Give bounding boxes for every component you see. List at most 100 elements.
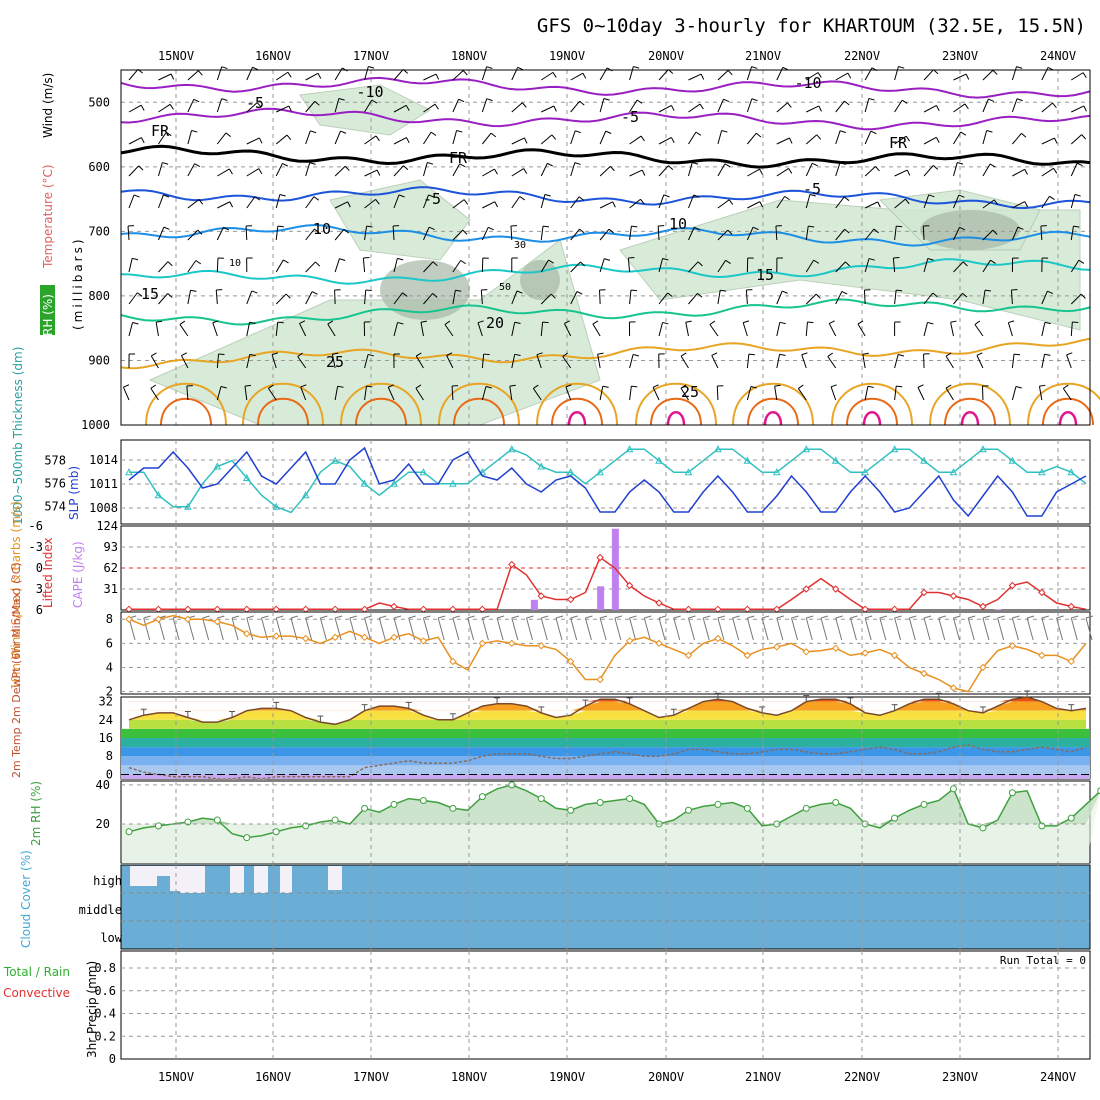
warm-cell-30	[1042, 397, 1094, 426]
wind-barb-flag	[759, 201, 764, 208]
wind-barb	[1041, 322, 1046, 337]
wind-barb-flag	[652, 384, 659, 388]
wind-barb	[246, 102, 258, 113]
wind-barb	[629, 99, 638, 113]
wind-barb-flag	[932, 165, 939, 170]
wind-barb-flag	[839, 130, 846, 134]
wind-barb-10m	[835, 617, 843, 641]
wind-barb	[511, 290, 518, 305]
wind-barb	[271, 354, 277, 369]
axis-tick-label: -3	[29, 540, 43, 554]
wind-barb	[774, 386, 778, 401]
thickness-marker	[449, 479, 457, 487]
cape-axis-label: CAPE (J/kg)	[71, 541, 85, 608]
wind-barb	[1062, 388, 1072, 401]
wind-barb-flag	[862, 352, 869, 355]
wind-speed-marker	[773, 643, 781, 651]
wind-barb-flag	[896, 225, 903, 228]
wind-barb	[540, 194, 546, 209]
wind-barb-flag	[388, 384, 394, 388]
wind-barb-flag	[988, 98, 995, 102]
wind-barb	[246, 168, 259, 177]
warm-cell-25	[145, 382, 227, 426]
cloud-gap	[280, 866, 292, 893]
wind-barb-flag	[896, 289, 903, 292]
wind-barb	[511, 67, 519, 81]
wind-barb	[835, 72, 849, 81]
wind-barb	[422, 194, 429, 209]
contour-label: 10	[229, 258, 241, 269]
wind-barb-10m	[614, 617, 622, 641]
wind-barb	[157, 194, 164, 209]
wind-barb-10m-flag	[938, 615, 946, 619]
cloud-cover-axis-label: Cloud Cover (%)	[19, 850, 33, 948]
warm-cell-25	[438, 382, 520, 426]
wind-barb-10m	[820, 617, 828, 641]
axis-tick-label: 600	[88, 160, 110, 174]
date-label-bottom: 18NOV	[451, 1070, 487, 1084]
rh-2m-marker	[331, 816, 339, 824]
axis-tick-label: 40	[96, 778, 110, 792]
wind-barb	[563, 323, 572, 337]
wind-barb-flag	[444, 320, 451, 325]
wind-barb	[364, 199, 376, 209]
wind-barb	[158, 103, 171, 113]
wind-barb-flag	[1052, 102, 1057, 108]
axis-tick-label: 1000	[81, 418, 110, 432]
wind-barb	[747, 201, 761, 209]
wind-barb	[687, 162, 693, 177]
wind-barb-flag	[459, 163, 466, 168]
wind-barb-flag	[957, 162, 964, 165]
wind-barb	[597, 354, 601, 369]
thickness-marker	[331, 456, 339, 464]
wind-barb-10m-flag	[276, 615, 284, 619]
wind-barb	[509, 386, 513, 401]
contour-label: 30	[514, 240, 526, 251]
wind-barb	[629, 198, 641, 209]
temp-band	[121, 728, 1090, 738]
wind-barb-flag	[723, 98, 730, 102]
wind-barb-flag	[604, 258, 611, 261]
wind-barb-flag	[167, 293, 173, 298]
wind-barb-flag	[434, 103, 439, 110]
wind-barb-flag	[405, 105, 410, 111]
wind-barb-10m-flag	[305, 615, 313, 619]
wind-barb	[776, 67, 784, 81]
wind-barb-flag	[163, 226, 170, 230]
wind-barb	[334, 228, 345, 241]
wind-barb-flag	[191, 130, 198, 133]
wind-barb	[828, 323, 837, 337]
wind-barb	[364, 169, 378, 177]
wind-barb	[305, 72, 319, 81]
wind-barb-flag	[667, 292, 673, 297]
wind-barb	[540, 259, 549, 273]
wind-barb	[864, 228, 875, 241]
wind-barb-10m	[599, 617, 607, 641]
wind-barb-flag	[258, 137, 263, 144]
rh-2m-marker	[213, 816, 221, 824]
wind-barb	[393, 165, 404, 177]
wind-barb-flag	[959, 226, 966, 231]
warm-cell-30	[650, 397, 702, 426]
wind-barb-flag	[1073, 225, 1080, 228]
rh-2m-marker	[979, 824, 987, 832]
wind-barb	[334, 130, 341, 145]
wind-barb-10m	[997, 617, 1005, 641]
wind-barb	[945, 355, 954, 369]
axis-tick-label: 16	[99, 731, 113, 745]
wind-barb	[181, 355, 189, 369]
wind-barb-flag	[519, 196, 526, 201]
date-label-bottom: 21NOV	[745, 1070, 781, 1084]
wind-barb	[246, 137, 260, 145]
wind-barb-10m	[717, 617, 725, 641]
wind-barb	[982, 229, 994, 241]
rh-2m-marker	[125, 828, 133, 836]
wind-barb	[945, 387, 954, 401]
wind-barb-flag	[631, 225, 638, 228]
wind-speed-marker	[508, 639, 516, 648]
wind-barb-flag	[989, 163, 996, 168]
wind-barb-10m-flag	[982, 615, 991, 619]
wind-barb-flag	[781, 290, 788, 294]
